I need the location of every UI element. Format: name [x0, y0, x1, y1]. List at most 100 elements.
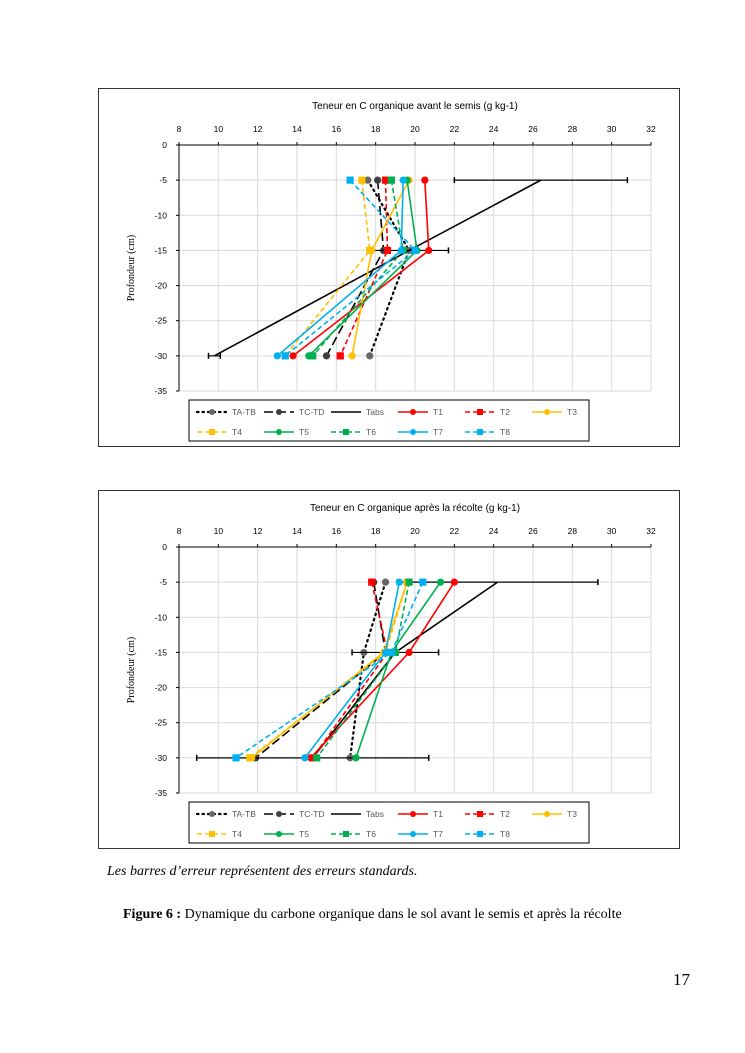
legend-label-Tabs: Tabs [366, 407, 384, 417]
legend-marker-T3 [544, 409, 550, 415]
y-tick-label: -30 [155, 351, 168, 361]
chart-svg: Teneur en C organique avant le semis (g … [126, 101, 656, 442]
x-tick-label: 24 [489, 526, 499, 536]
y-tick-label: -30 [155, 753, 168, 763]
data-point-T8 [281, 352, 289, 360]
x-tick-label: 22 [450, 526, 460, 536]
data-point-T7 [399, 176, 407, 184]
legend-label-Tabs: Tabs [366, 809, 384, 819]
legend-marker-T7 [410, 831, 416, 837]
data-point-T7 [397, 246, 405, 255]
y-tick-label: -15 [155, 647, 168, 657]
data-point-TC-TD [322, 352, 331, 360]
y-tick-label: -10 [155, 210, 168, 220]
legend-label-T1: T1 [433, 407, 443, 417]
x-tick-label: 12 [253, 526, 263, 536]
legend-marker-T8 [477, 429, 483, 435]
x-tick-label: 14 [292, 124, 302, 134]
data-point-T2 [381, 176, 390, 184]
x-tick-label: 16 [332, 124, 342, 134]
legend-label-T4: T4 [232, 427, 242, 437]
data-point-T6 [405, 578, 413, 586]
x-tick-label: 16 [332, 526, 342, 536]
x-tick-label: 26 [528, 124, 538, 134]
x-tick-label: 10 [214, 526, 224, 536]
data-point-T2 [336, 352, 344, 360]
legend-marker-T2 [477, 409, 483, 415]
figure-text: Dynamique du carbone organique dans le s… [181, 907, 622, 922]
y-axis-label: Profondeur (cm) [126, 637, 137, 703]
series-line-T8 [235, 581, 424, 759]
series-line-Tabs [214, 179, 542, 357]
legend-label-T8: T8 [500, 829, 510, 839]
y-tick-label: -20 [155, 683, 168, 693]
legend-label-TC-TD: TC-TD [299, 809, 325, 819]
legend-marker-TC-TD [276, 811, 282, 817]
series-line-T4 [284, 180, 371, 357]
x-tick-label: 18 [371, 526, 381, 536]
legend-label-T5: T5 [299, 829, 309, 839]
data-point-T4 [358, 176, 366, 184]
chart-title: Teneur en C organique après la récolte (… [310, 503, 520, 514]
data-point-T6 [313, 754, 321, 762]
x-tick-label: 12 [253, 124, 263, 134]
legend-marker-TC-TD [276, 409, 282, 415]
legend-label-T7: T7 [433, 829, 443, 839]
y-tick-label: -25 [155, 316, 168, 326]
y-tick-label: -10 [155, 612, 168, 622]
data-point-T7 [273, 352, 281, 360]
x-tick-label: 32 [646, 526, 656, 536]
y-tick-label: -5 [159, 175, 167, 185]
chart-svg: Teneur en C organique après la récolte (… [126, 503, 656, 844]
legend-label-T6: T6 [366, 829, 376, 839]
series-line-T5 [308, 180, 418, 357]
legend-label-T7: T7 [433, 427, 443, 437]
data-point-T1 [289, 352, 297, 360]
error-bar-note: Les barres d’erreur représentent des err… [107, 864, 418, 879]
legend-marker-T5 [276, 429, 282, 435]
x-tick-label: 8 [177, 124, 182, 134]
data-point-TA-TB [366, 352, 374, 360]
data-point-T5 [436, 578, 445, 586]
figure-label: Figure 6 : [123, 907, 182, 922]
series-line-T1 [292, 180, 430, 357]
x-tick-label: 20 [410, 526, 420, 536]
legend-marker-T3 [544, 811, 550, 817]
legend-label-T5: T5 [299, 427, 309, 437]
data-point-T8 [387, 648, 395, 657]
legend-marker-T6 [343, 831, 349, 837]
x-tick-label: 20 [410, 124, 420, 134]
data-point-T6 [391, 648, 399, 657]
legend-marker-T8 [477, 831, 483, 837]
y-tick-label: -20 [155, 281, 168, 291]
legend-label-T1: T1 [433, 809, 443, 819]
y-tick-label: -35 [155, 386, 168, 396]
legend-marker-T7 [410, 429, 416, 435]
data-point-T7 [395, 578, 403, 586]
data-point-T2 [368, 578, 376, 586]
x-tick-label: 22 [450, 124, 460, 134]
legend-marker-TA-TB [209, 811, 215, 817]
data-point-TA-TB [381, 578, 390, 586]
x-tick-label: 28 [568, 124, 578, 134]
legend-label-T2: T2 [500, 809, 510, 819]
data-point-T8 [419, 578, 427, 586]
data-point-T6 [387, 176, 395, 184]
series-line-T6 [312, 180, 405, 357]
chart-before-sowing: Teneur en C organique avant le semis (g … [98, 88, 680, 447]
y-tick-label: -5 [159, 577, 167, 587]
data-point-T3 [348, 352, 356, 360]
legend-marker-T4 [209, 429, 215, 435]
data-point-T2 [383, 246, 392, 255]
x-tick-label: 26 [528, 526, 538, 536]
legend-label-T4: T4 [232, 829, 242, 839]
series-line-T4 [249, 581, 408, 759]
legend-marker-T2 [477, 811, 483, 817]
chart-title: Teneur en C organique avant le semis (g … [312, 101, 518, 112]
x-tick-label: 14 [292, 526, 302, 536]
data-point-T5 [352, 754, 360, 762]
data-point-T1 [405, 648, 413, 657]
data-point-T2 [309, 754, 317, 762]
y-tick-label: 0 [162, 542, 167, 552]
x-tick-label: 28 [568, 526, 578, 536]
